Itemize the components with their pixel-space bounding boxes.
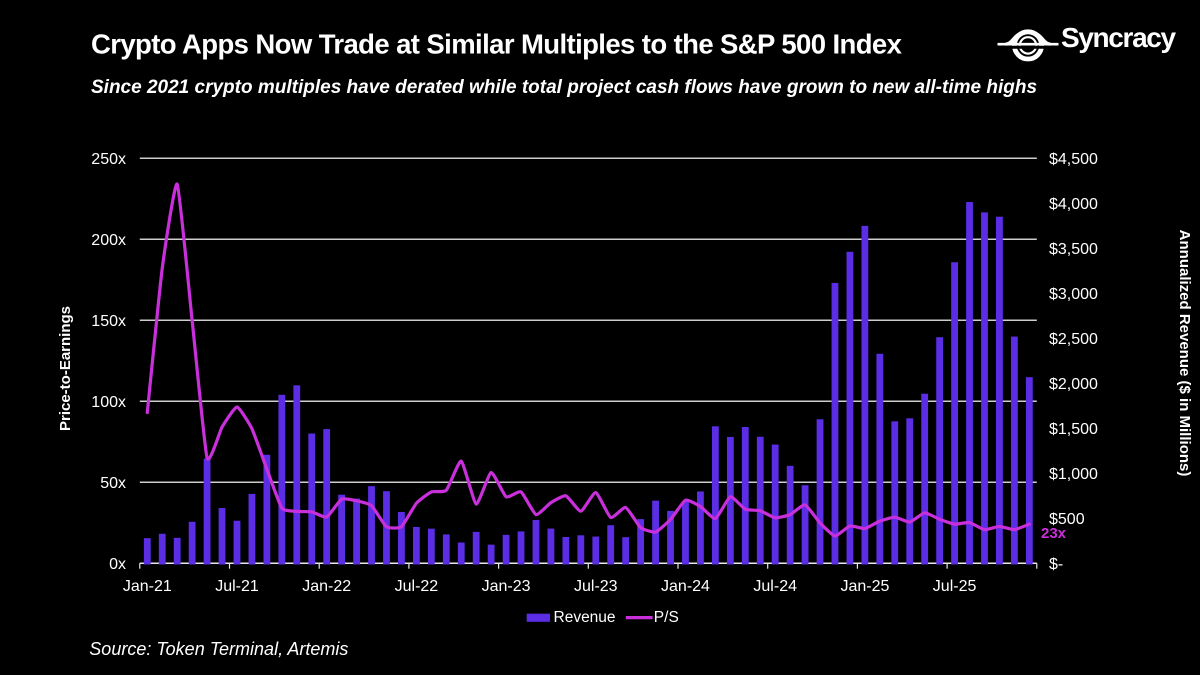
svg-text:$4,500: $4,500 bbox=[1049, 151, 1098, 168]
svg-text:Jan-25: Jan-25 bbox=[840, 578, 889, 595]
svg-text:Revenue: Revenue bbox=[554, 609, 616, 626]
svg-text:$4,000: $4,000 bbox=[1049, 196, 1098, 213]
svg-text:Source: Token Terminal, Artemi: Source: Token Terminal, Artemis bbox=[89, 639, 348, 659]
svg-text:$500: $500 bbox=[1049, 511, 1085, 528]
svg-text:Jan-23: Jan-23 bbox=[482, 578, 531, 595]
svg-text:$1,500: $1,500 bbox=[1049, 421, 1098, 438]
svg-text:Jul-24: Jul-24 bbox=[753, 578, 797, 595]
svg-text:150x: 150x bbox=[91, 313, 126, 330]
svg-text:Annualized Revenue ($ in Milli: Annualized Revenue ($ in Millions) bbox=[1176, 230, 1193, 477]
svg-text:P/S: P/S bbox=[654, 609, 679, 626]
svg-text:Syncracy: Syncracy bbox=[1061, 22, 1177, 53]
svg-text:100x: 100x bbox=[91, 394, 126, 411]
svg-text:$3,500: $3,500 bbox=[1049, 241, 1098, 258]
svg-text:Price-to-Earnings: Price-to-Earnings bbox=[57, 306, 74, 431]
svg-text:250x: 250x bbox=[91, 151, 126, 168]
svg-text:$3,000: $3,000 bbox=[1049, 286, 1098, 303]
svg-text:Jan-22: Jan-22 bbox=[302, 578, 351, 595]
svg-text:Jan-24: Jan-24 bbox=[661, 578, 710, 595]
svg-text:Jan-21: Jan-21 bbox=[123, 578, 172, 595]
svg-text:$2,000: $2,000 bbox=[1049, 376, 1098, 393]
svg-text:0x: 0x bbox=[109, 556, 126, 573]
svg-text:200x: 200x bbox=[91, 232, 126, 249]
svg-text:50x: 50x bbox=[100, 475, 126, 492]
svg-text:$-: $- bbox=[1049, 556, 1063, 573]
svg-text:Jul-21: Jul-21 bbox=[215, 578, 259, 595]
svg-text:$1,000: $1,000 bbox=[1049, 466, 1098, 483]
svg-text:Jul-23: Jul-23 bbox=[574, 578, 618, 595]
svg-text:23x: 23x bbox=[1041, 525, 1067, 542]
svg-text:Since 2021 crypto multiples ha: Since 2021 crypto multiples have derated… bbox=[91, 77, 1037, 98]
svg-text:Jul-22: Jul-22 bbox=[395, 578, 439, 595]
svg-text:$2,500: $2,500 bbox=[1049, 331, 1098, 348]
svg-text:Crypto Apps Now Trade at Simil: Crypto Apps Now Trade at Similar Multipl… bbox=[91, 29, 903, 60]
svg-text:Jul-25: Jul-25 bbox=[933, 578, 977, 595]
